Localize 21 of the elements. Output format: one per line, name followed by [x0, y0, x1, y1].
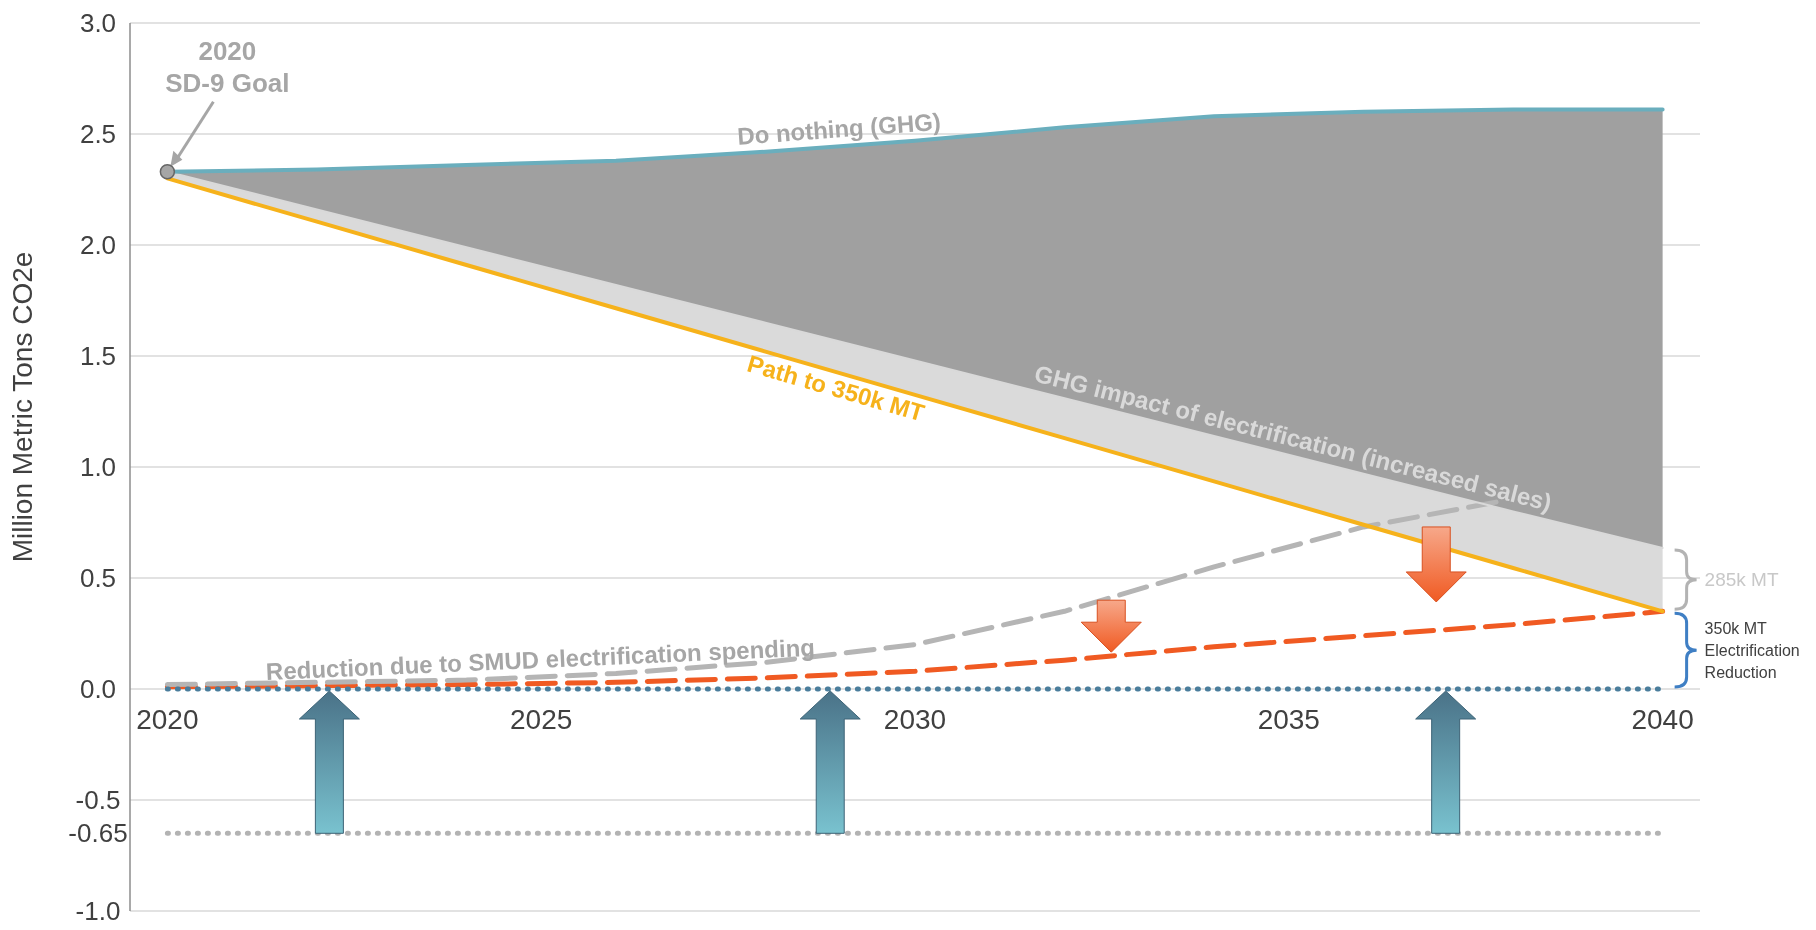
y-tick-label: -0.65 — [68, 818, 128, 849]
y-axis-title: Million Metric Tons CO2e — [7, 251, 38, 563]
text: Path to 350k MT — [744, 349, 928, 427]
series-label: Do nothing (GHG) — [736, 107, 942, 150]
y-tick-label: 3.0 — [79, 8, 117, 39]
x-tick-label: 2025 — [510, 704, 573, 735]
y-tick-label: -0.5 — [75, 785, 121, 816]
text: 350k MT Electrification Reduction — [1704, 620, 1800, 682]
x-tick-label: 2035 — [1257, 704, 1320, 735]
y-tick-label: 0.0 — [79, 674, 117, 705]
series-label: Reduction due to SMUD electrification spending — [265, 633, 816, 686]
x-tick-label: 2040 — [1631, 704, 1694, 735]
y-tick-label: 2.5 — [79, 119, 117, 150]
y-tick-label: 0.5 — [79, 563, 117, 594]
x-tick-label: 2020 — [136, 704, 199, 735]
y-tick-label: 1.5 — [79, 341, 117, 372]
y-tick-label: -1.0 — [75, 896, 121, 927]
x-tick-label: 2030 — [883, 704, 947, 735]
annotation: 2020 SD-9 Goal — [165, 35, 290, 98]
y-tick-label: 1.0 — [79, 452, 117, 483]
y-tick-label: 2.0 — [79, 230, 117, 261]
